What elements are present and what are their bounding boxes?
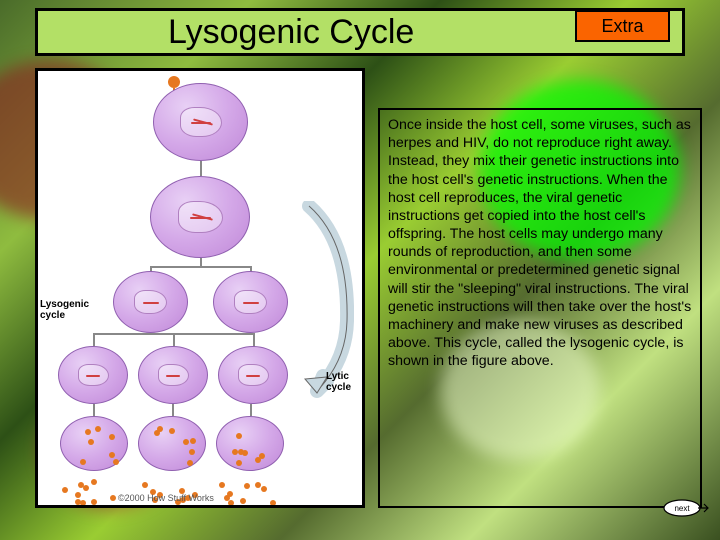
host-cell-lytic <box>138 416 206 471</box>
host-cell-lytic <box>60 416 128 471</box>
host-cell <box>138 346 208 404</box>
lytic-label: Lytic cycle <box>326 371 356 393</box>
extra-button-label: Extra <box>601 16 643 37</box>
next-button[interactable]: next <box>662 498 710 518</box>
lysogenic-label: Lysogenic cycle <box>40 299 90 321</box>
extra-button[interactable]: Extra <box>575 10 670 42</box>
host-cell-lytic <box>216 416 284 471</box>
tree-connector <box>200 161 202 176</box>
tree-connector <box>172 404 174 416</box>
host-cell <box>213 271 288 333</box>
tree-connector <box>253 333 255 346</box>
virions <box>216 479 284 507</box>
lysogenic-diagram: Lysogenic cycle Lytic cycle ©2000 How St… <box>35 68 365 508</box>
tree-connector <box>150 266 250 268</box>
host-cell <box>150 176 250 258</box>
body-text-box: Once inside the host cell, some viruses,… <box>378 108 702 508</box>
next-label: next <box>674 504 690 513</box>
host-cell <box>153 83 248 161</box>
host-cell <box>58 346 128 404</box>
tree-connector <box>93 333 95 346</box>
slide-title: Lysogenic Cycle <box>168 13 414 52</box>
body-text: Once inside the host cell, some viruses,… <box>388 117 691 369</box>
tree-connector <box>93 404 95 416</box>
tree-connector <box>173 333 175 346</box>
host-cell <box>218 346 288 404</box>
host-cell <box>113 271 188 333</box>
diagram-copyright: ©2000 How Stuff Works <box>118 493 214 503</box>
tree-connector <box>250 404 252 416</box>
